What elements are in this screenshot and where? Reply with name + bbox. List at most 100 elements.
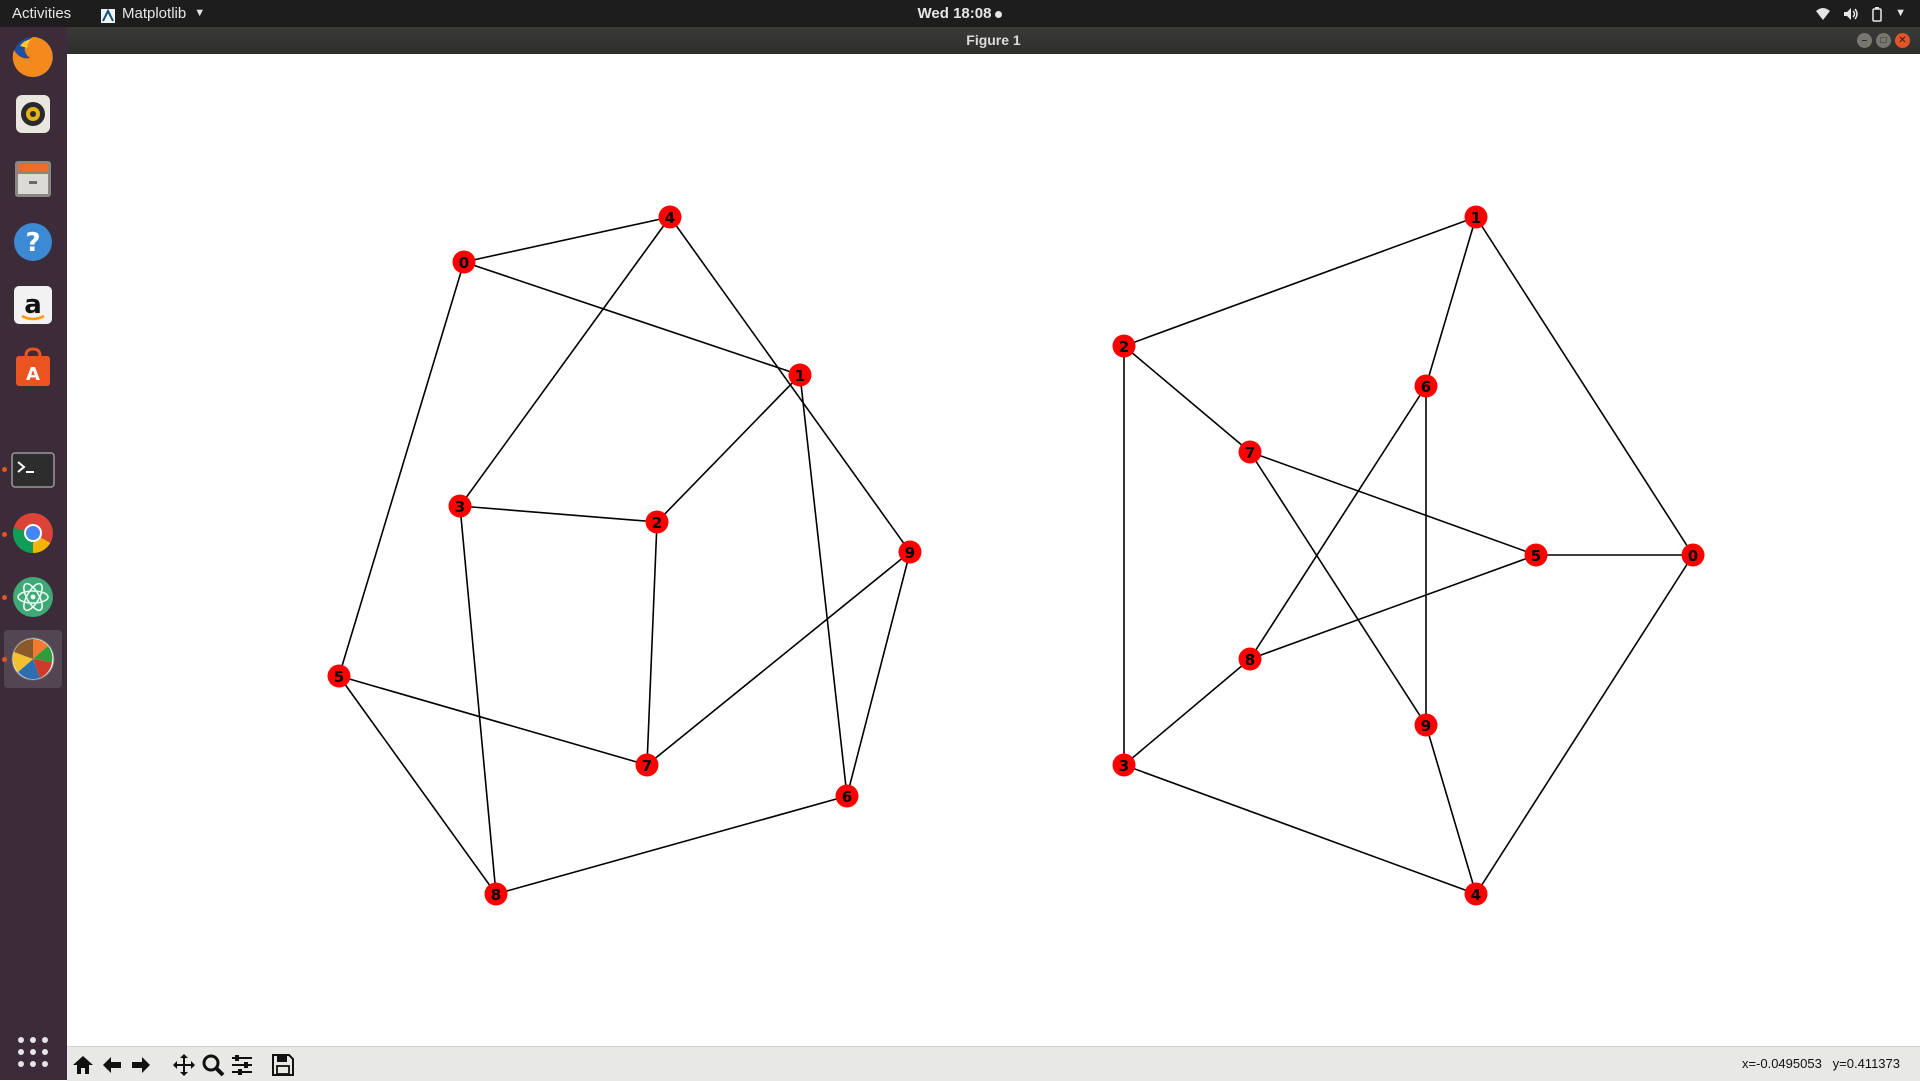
right-node-label-0: 0 xyxy=(1688,547,1698,565)
left-edge-1-2 xyxy=(656,374,801,523)
right-edge-0-4 xyxy=(1475,554,1694,895)
dock-terminal[interactable] xyxy=(8,445,58,495)
chevron-down-icon: ▼ xyxy=(1895,7,1906,19)
left-edge-9-6 xyxy=(846,551,911,797)
left-edge-5-7 xyxy=(338,675,648,766)
grid-icon xyxy=(18,1037,48,1067)
svg-text:?: ? xyxy=(25,228,40,258)
right-edge-1-2 xyxy=(1123,216,1477,347)
left-node-2 xyxy=(645,510,669,534)
dock-help[interactable]: ? xyxy=(8,217,58,267)
left-node-label-1: 1 xyxy=(795,367,805,385)
wifi-icon xyxy=(1815,7,1831,21)
save-button[interactable] xyxy=(270,1052,296,1078)
home-button[interactable] xyxy=(70,1052,96,1078)
forward-button[interactable] xyxy=(128,1052,154,1078)
home-icon xyxy=(73,1056,93,1074)
system-tray[interactable]: ▼ xyxy=(1815,0,1906,27)
right-node-label-3: 3 xyxy=(1119,757,1129,775)
amazon-icon: a xyxy=(14,286,52,324)
left-edge-0-5 xyxy=(338,261,465,677)
window-titlebar[interactable]: Figure 1 – □ ✕ xyxy=(67,27,1920,54)
right-edge-8-3 xyxy=(1123,658,1251,766)
right-node-label-8: 8 xyxy=(1245,651,1255,669)
dock-matplotlib[interactable] xyxy=(8,634,58,684)
left-node-4 xyxy=(658,205,682,229)
left-node-9 xyxy=(898,540,922,564)
running-indicator xyxy=(2,532,7,537)
top-bar: Activities Matplotlib ▼ Wed 18:08 ▼ xyxy=(0,0,1920,27)
clock-label[interactable]: Wed 18:08 xyxy=(917,5,992,22)
configure-subplots-button[interactable] xyxy=(229,1052,255,1078)
zoom-button[interactable] xyxy=(200,1052,226,1078)
dock-atom[interactable] xyxy=(8,572,58,622)
speaker-icon xyxy=(16,95,50,133)
right-node-9 xyxy=(1414,713,1438,737)
left-node-label-8: 8 xyxy=(491,886,501,904)
maximize-icon: □ xyxy=(1880,35,1887,46)
navigation-toolbar: x=-0.0495053 y=0.411373 xyxy=(67,1046,1920,1081)
right-node-4 xyxy=(1464,882,1488,906)
right-node-label-5: 5 xyxy=(1531,547,1541,565)
dock-files[interactable] xyxy=(8,154,58,204)
left-node-label-7: 7 xyxy=(642,757,652,775)
right-node-label-4: 4 xyxy=(1471,886,1481,904)
right-graph: 0 1 2 3 4 5 6 7 8 9 xyxy=(1112,205,1705,906)
subplots-config-icon xyxy=(232,1055,252,1075)
dock-software[interactable]: A xyxy=(8,342,58,392)
right-node-label-9: 9 xyxy=(1421,717,1431,735)
zoom-icon xyxy=(202,1054,225,1077)
firefox-icon xyxy=(12,37,53,77)
right-node-1 xyxy=(1464,205,1488,229)
right-node-label-2: 2 xyxy=(1119,338,1129,356)
volume-icon xyxy=(1843,7,1859,21)
right-edge-7-9 xyxy=(1249,451,1427,726)
right-node-7 xyxy=(1238,440,1262,464)
left-edge-8-6 xyxy=(495,795,848,895)
right-node-label-1: 1 xyxy=(1471,209,1481,227)
activities-button[interactable]: Activities xyxy=(12,5,72,22)
left-node-label-9: 9 xyxy=(905,544,915,562)
dock-amazon[interactable]: a xyxy=(8,280,58,330)
right-edge-5-8 xyxy=(1249,554,1537,660)
matplotlib-app-icon xyxy=(100,6,116,23)
dock-chrome[interactable] xyxy=(8,508,58,558)
left-edge-3-2 xyxy=(459,505,658,523)
pan-button[interactable] xyxy=(171,1052,197,1078)
show-applications-button[interactable] xyxy=(8,1027,58,1077)
figure-canvas[interactable]: 0 1 2 3 4 5 6 7 8 9 0 1 2 3 4 5 6 7 8 9 xyxy=(67,54,1920,1046)
left-node-label-0: 0 xyxy=(459,254,469,272)
clock: Wed 18:08 xyxy=(0,0,1920,27)
dock-rhythmbox[interactable] xyxy=(8,89,58,139)
right-node-3 xyxy=(1112,753,1136,777)
dock: ? a A xyxy=(0,27,67,1080)
left-edge-4-3 xyxy=(459,216,671,507)
close-button[interactable]: ✕ xyxy=(1895,33,1910,48)
minimize-icon: – xyxy=(1861,35,1868,46)
left-node-label-2: 2 xyxy=(652,514,662,532)
pan-icon xyxy=(173,1054,195,1076)
left-node-8 xyxy=(484,882,508,906)
left-node-label-6: 6 xyxy=(842,788,852,806)
left-graph: 0 1 2 3 4 5 6 7 8 9 xyxy=(327,205,922,906)
right-edge-9-4 xyxy=(1425,724,1477,895)
chrome-icon xyxy=(13,513,53,553)
minimize-button[interactable]: – xyxy=(1857,33,1872,48)
left-node-label-5: 5 xyxy=(334,668,344,686)
close-icon: ✕ xyxy=(1898,35,1907,46)
cursor-coordinates: x=-0.0495053 y=0.411373 xyxy=(1741,1056,1900,1071)
left-edge-0-1 xyxy=(463,261,801,376)
left-edge-3-8 xyxy=(459,505,497,895)
left-node-6 xyxy=(835,784,859,808)
left-node-5 xyxy=(327,664,351,688)
app-menu[interactable]: Matplotlib ▼ xyxy=(100,0,205,27)
back-button[interactable] xyxy=(99,1052,125,1078)
back-arrow-icon xyxy=(103,1057,121,1073)
help-icon: ? xyxy=(14,223,52,261)
chevron-down-icon: ▼ xyxy=(194,7,206,19)
dock-firefox[interactable] xyxy=(8,32,58,82)
maximize-button[interactable]: □ xyxy=(1876,33,1891,48)
right-edge-7-5 xyxy=(1249,451,1537,556)
right-node-5 xyxy=(1524,543,1548,567)
forward-arrow-icon xyxy=(132,1057,150,1073)
